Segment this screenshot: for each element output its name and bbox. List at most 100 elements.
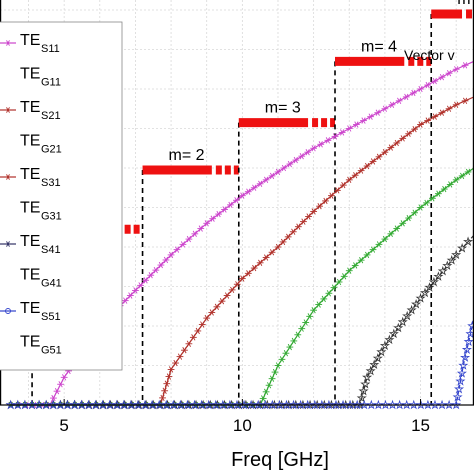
mode-band-label: m xyxy=(457,0,470,8)
series-marker xyxy=(203,220,211,227)
series-marker xyxy=(331,133,339,140)
series-marker xyxy=(461,97,469,105)
series-marker xyxy=(452,66,460,73)
series-marker xyxy=(424,81,432,89)
series-marker xyxy=(454,383,465,394)
series-marker xyxy=(365,365,376,376)
series-marker xyxy=(238,275,246,282)
legend-label: TE xyxy=(20,233,40,250)
series-marker xyxy=(431,77,439,85)
series-marker xyxy=(290,337,298,345)
series-marker xyxy=(60,374,68,381)
series-marker xyxy=(387,144,395,151)
series-marker xyxy=(417,204,424,211)
series-marker xyxy=(282,350,290,357)
series-marker xyxy=(322,197,329,205)
series-marker xyxy=(445,70,453,77)
series-marker xyxy=(294,331,302,338)
series-marker xyxy=(304,149,312,156)
series-marker xyxy=(458,172,466,180)
series-marker xyxy=(424,117,432,124)
series-marker xyxy=(440,185,448,193)
series-marker xyxy=(274,362,282,369)
legend-label: TE xyxy=(20,66,40,83)
series-marker xyxy=(381,235,389,243)
legend-label: TE xyxy=(20,133,40,150)
series-marker xyxy=(438,109,446,116)
series-marker xyxy=(268,172,276,180)
series-marker xyxy=(411,209,419,216)
legend-label-subscript: G11 xyxy=(41,77,61,89)
series-marker xyxy=(298,325,306,332)
series-marker xyxy=(233,197,240,204)
series-marker xyxy=(431,113,439,120)
series-marker xyxy=(280,164,288,172)
series-marker xyxy=(372,353,383,363)
series-marker xyxy=(445,105,453,112)
series-marker xyxy=(442,260,453,271)
legend-entry: TE S11 xyxy=(0,32,60,55)
series-marker xyxy=(360,378,371,389)
legend-label: TE xyxy=(20,32,40,49)
x-tick-label: 5 xyxy=(59,416,68,435)
series-marker xyxy=(173,246,181,253)
series-marker xyxy=(405,130,413,137)
series-marker xyxy=(438,73,446,81)
series-marker xyxy=(357,167,365,174)
series-marker xyxy=(208,309,216,316)
series-marker xyxy=(259,395,267,402)
series-marker xyxy=(375,153,383,160)
series-marker xyxy=(410,89,417,97)
series-marker xyxy=(147,272,155,279)
series-marker xyxy=(379,340,390,351)
series-marker xyxy=(388,101,396,108)
legend-entry: TE G51 xyxy=(20,334,62,357)
legend-label: TE xyxy=(20,334,40,351)
legend-entry: TE S41 xyxy=(0,233,61,256)
series-marker xyxy=(238,192,246,199)
series-marker xyxy=(457,243,468,253)
series-marker xyxy=(452,176,460,184)
series-marker xyxy=(362,372,373,382)
series-marker xyxy=(428,276,439,287)
series-marker xyxy=(300,218,307,225)
legend-label: TE xyxy=(20,166,40,183)
series-marker xyxy=(381,105,389,112)
legend-entry: TE G21 xyxy=(20,133,62,156)
series-marker xyxy=(463,336,474,347)
series-marker xyxy=(265,382,273,389)
legend-entry: TE G41 xyxy=(20,267,62,290)
series-marker xyxy=(446,255,457,265)
series-marker xyxy=(434,190,442,197)
series-marker xyxy=(279,238,287,246)
series-marker xyxy=(397,316,408,327)
series-marker xyxy=(423,199,430,207)
series-marker xyxy=(181,347,188,354)
series-marker xyxy=(335,278,343,286)
series-marker xyxy=(305,213,312,220)
series-marker xyxy=(367,113,375,120)
series-marker xyxy=(338,129,346,136)
series-marker xyxy=(340,273,348,280)
series-marker xyxy=(194,327,202,335)
series-marker xyxy=(411,125,419,133)
series-marker xyxy=(358,385,369,396)
series-marker xyxy=(167,366,175,373)
mode-band-label: m= 3 xyxy=(265,100,301,117)
series-marker xyxy=(215,210,222,218)
series-marker xyxy=(286,160,294,168)
series-marker xyxy=(464,168,472,176)
series-marker xyxy=(328,192,335,199)
series-marker xyxy=(446,181,454,188)
series-marker xyxy=(463,236,474,247)
series-marker xyxy=(388,328,399,339)
series-marker xyxy=(50,394,57,402)
series-marker xyxy=(393,322,404,333)
series-marker xyxy=(132,287,139,294)
series-marker xyxy=(172,359,179,367)
series-marker xyxy=(363,251,371,259)
series-marker xyxy=(315,301,323,308)
series-marker xyxy=(363,162,371,170)
series-marker xyxy=(456,368,467,378)
